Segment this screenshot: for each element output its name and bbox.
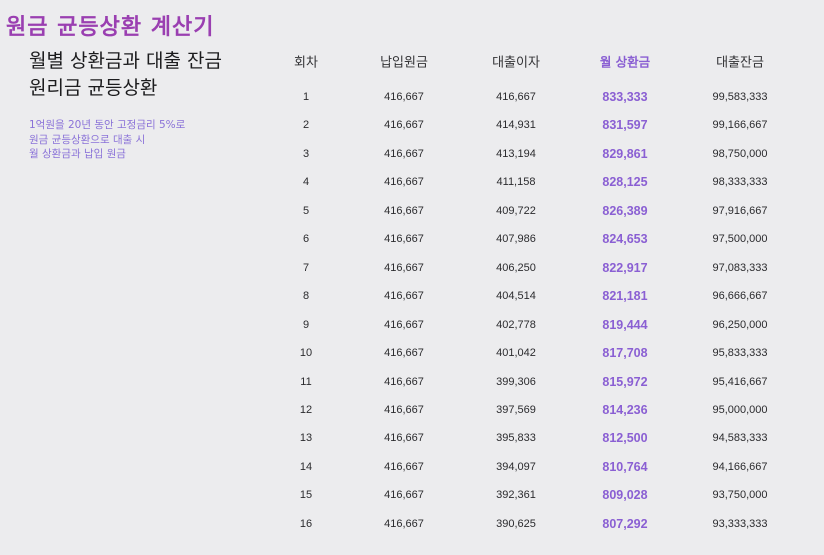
- table-cell-interest: 404,514: [496, 290, 536, 303]
- table-cell-round: 4: [302, 176, 310, 189]
- table-cell-principal: 416,667: [384, 91, 424, 103]
- app-title: 원금 균등상환 계산기: [6, 15, 215, 40]
- column-header-monthly-payment: 월 상환금: [599, 54, 651, 70]
- table-cell-round: 7: [302, 261, 310, 274]
- table-cell-monthly-payment: 814,236: [602, 402, 648, 417]
- table-cell-interest: 411,158: [496, 176, 536, 189]
- table-cell-monthly-payment: 831,597: [602, 118, 648, 133]
- table-cell-round: 8: [302, 290, 310, 303]
- table-cell-interest: 409,722: [496, 204, 536, 217]
- table-cell-principal: 416,667: [384, 176, 424, 189]
- table-cell-principal: 416,667: [384, 432, 424, 445]
- table-cell-balance: 96,666,667: [712, 290, 768, 303]
- headline-line-2: 원리금 균등상환: [29, 77, 158, 99]
- table-cell-monthly-payment: 817,708: [602, 346, 648, 361]
- headline-line-1: 월별 상환금과 대출 잔금: [29, 50, 222, 72]
- table-cell-principal: 416,667: [384, 147, 424, 160]
- table-cell-principal: 416,667: [384, 489, 424, 502]
- table-cell-monthly-payment: 829,861: [602, 146, 648, 161]
- table-cell-monthly-payment: 828,125: [602, 175, 648, 190]
- column-header-balance: 대출잔금: [716, 55, 764, 71]
- table-cell-monthly-payment: 824,653: [602, 232, 648, 247]
- table-cell-balance: 95,000,000: [712, 403, 768, 416]
- table-cell-monthly-payment: 810,764: [602, 459, 648, 474]
- table-cell-principal: 416,667: [384, 375, 424, 388]
- table-cell-round: 9: [302, 318, 310, 331]
- table-cell-balance: 98,333,333: [712, 176, 768, 189]
- table-cell-round: 5: [302, 204, 310, 217]
- table-cell-balance: 95,833,333: [712, 347, 768, 360]
- table-cell-principal: 416,667: [384, 517, 424, 530]
- table-cell-principal: 416,667: [384, 119, 424, 132]
- table-cell-principal: 416,667: [384, 403, 424, 416]
- table-cell-interest: 406,250: [496, 261, 536, 274]
- column-header-interest: 대출이자: [492, 55, 540, 71]
- headline: 월별 상환금과 대출 잔금 원리금 균등상환: [29, 48, 222, 102]
- table-cell-round: 16: [299, 517, 313, 530]
- table-cell-interest: 402,778: [496, 318, 536, 331]
- table-cell-interest: 414,931: [496, 119, 536, 132]
- table-cell-balance: 97,916,667: [712, 204, 768, 217]
- table-cell-monthly-payment: 821,181: [602, 289, 648, 304]
- table-cell-monthly-payment: 809,028: [602, 488, 648, 503]
- table-cell-balance: 95,416,667: [712, 375, 768, 388]
- table-cell-monthly-payment: 807,292: [602, 516, 648, 531]
- table-cell-balance: 98,750,000: [712, 147, 768, 160]
- table-cell-interest: 395,833: [496, 432, 536, 445]
- table-cell-round: 2: [302, 119, 310, 132]
- table-cell-monthly-payment: 819,444: [602, 317, 648, 332]
- table-cell-monthly-payment: 815,972: [602, 374, 648, 389]
- table-cell-interest: 392,361: [496, 489, 536, 502]
- table-cell-balance: 97,500,000: [712, 233, 768, 246]
- table-cell-round: 14: [299, 460, 313, 473]
- table-cell-interest: 394,097: [496, 460, 536, 473]
- table-cell-interest: 401,042: [496, 347, 536, 360]
- table-cell-balance: 99,166,667: [712, 119, 768, 132]
- table-cell-round: 10: [299, 347, 313, 360]
- table-cell-principal: 416,667: [384, 318, 424, 331]
- table-cell-balance: 93,333,333: [712, 517, 768, 530]
- table-cell-interest: 397,569: [496, 403, 536, 416]
- table-cell-principal: 416,667: [384, 290, 424, 303]
- table-cell-principal: 416,667: [384, 261, 424, 274]
- table-cell-balance: 94,583,333: [712, 432, 768, 445]
- table-cell-round: 13: [299, 432, 313, 445]
- table-cell-interest: 416,667: [496, 91, 536, 103]
- table-cell-balance: 94,166,667: [712, 460, 768, 473]
- table-cell-balance: 93,750,000: [712, 489, 768, 502]
- table-cell-principal: 416,667: [384, 204, 424, 217]
- table-cell-principal: 416,667: [384, 460, 424, 473]
- caption-line-2: 원금 균등상환으로 대출 시: [29, 133, 146, 146]
- table-cell-interest: 413,194: [496, 147, 536, 160]
- column-header-round: 회차: [294, 55, 318, 71]
- table-cell-round: 6: [302, 233, 310, 246]
- caption-line-3: 월 상환금과 납입 원금: [29, 148, 126, 160]
- table-cell-monthly-payment: 822,917: [602, 260, 648, 275]
- table-cell-balance: 99,583,333: [712, 91, 768, 103]
- table-cell-interest: 390,625: [496, 517, 536, 530]
- table-cell-round: 1: [302, 91, 310, 103]
- caption: 1억원을 20년 동안 고정금리 5%로 원금 균등상환으로 대출 시 월 상환…: [29, 118, 185, 162]
- table-cell-round: 12: [299, 403, 313, 416]
- table-cell-interest: 399,306: [496, 375, 536, 388]
- table-cell-balance: 97,083,333: [712, 261, 768, 274]
- table-cell-monthly-payment: 833,333: [602, 90, 648, 104]
- table-cell-principal: 416,667: [384, 233, 424, 246]
- table-cell-monthly-payment: 812,500: [602, 431, 648, 446]
- column-header-principal: 납입원금: [380, 55, 428, 71]
- table-cell-round: 3: [302, 147, 310, 160]
- table-cell-round: 15: [299, 489, 313, 502]
- table-cell-round: 11: [300, 375, 312, 388]
- table-cell-principal: 416,667: [384, 347, 424, 360]
- table-cell-interest: 407,986: [496, 233, 536, 246]
- table-cell-balance: 96,250,000: [712, 318, 768, 331]
- caption-line-1: 1억원을 20년 동안 고정금리 5%로: [29, 119, 186, 131]
- table-cell-monthly-payment: 826,389: [602, 203, 648, 218]
